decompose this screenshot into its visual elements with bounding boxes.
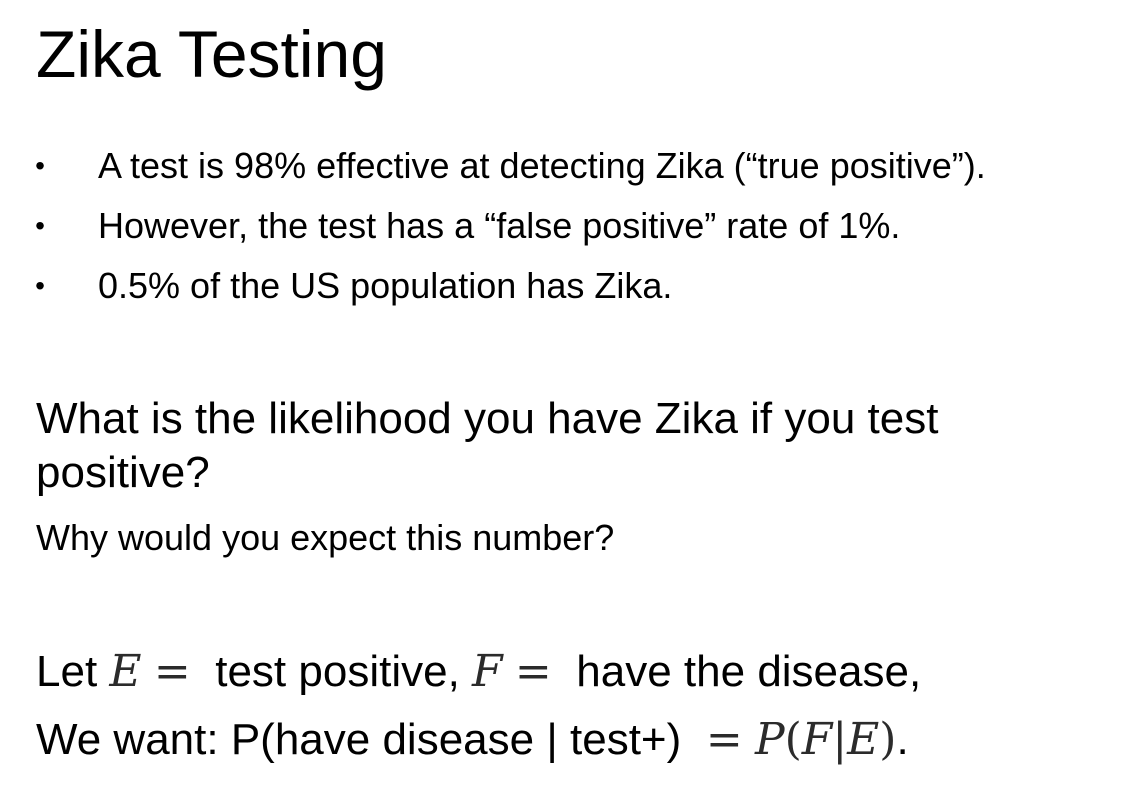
formula-open-paren: ( [784,714,802,765]
formula-f: F [801,714,833,765]
bullet-text: A test is 98% effective at detecting Zik… [98,145,986,186]
definition-prefix: Let [36,647,110,696]
subquestion-text: Why would you expect this number? [36,517,615,558]
bullet-icon: • [35,210,45,241]
goal-line: We want: P(have disease | test+) = P(F|E)… [36,712,909,768]
definition-line: Let E = test positive, F = have the diseas… [36,644,921,700]
bullet-icon: • [35,150,45,181]
f-meaning: have the disease, [564,647,922,696]
variable-e: E [109,646,142,697]
bullet-text: 0.5% of the US population has Zika. [98,265,673,306]
formula-close-paren: ) [879,714,897,765]
equals-sign: = [514,646,552,697]
variable-f: F [472,646,503,697]
bullet-icon: • [35,270,45,301]
slide-title: Zika Testing [36,17,387,91]
equals-sign: = [153,646,191,697]
formula-bar: | [832,714,848,765]
equals-sign: = [705,714,743,765]
goal-suffix: . [896,715,909,764]
formula-e: E [847,714,880,765]
e-meaning: test positive, [203,647,473,696]
goal-prefix: We want: P(have disease | test+) [36,715,694,764]
bullet-text: However, the test has a “false positive”… [98,205,901,246]
formula-p: P [755,714,785,765]
question-text: What is the likelihood you have Zika if … [36,394,939,497]
